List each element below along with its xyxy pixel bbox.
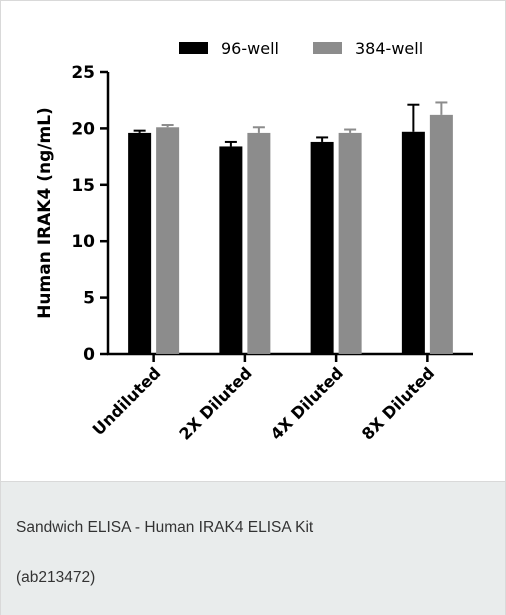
bar — [219, 146, 243, 354]
bar — [338, 132, 362, 354]
y-tick-label: 10 — [71, 232, 95, 252]
x-tick-label: 8X Diluted — [358, 363, 438, 443]
legend-label: 96-well — [221, 39, 279, 58]
bar — [429, 114, 453, 354]
x-tick-label: Undiluted — [89, 363, 165, 439]
chart-area: 0 5 10 15 20 25 Human IRAK4 (ng/mL) Undiluted 2X… — [1, 1, 505, 481]
caption-panel: Sandwich ELISA - Human IRAK4 ELISA Kit (… — [1, 481, 505, 615]
legend-swatch — [313, 42, 342, 54]
caption-catalog-number: (ab213472) — [16, 569, 96, 586]
bar — [247, 132, 271, 354]
x-tick-label: 2X Diluted — [175, 363, 255, 443]
legend-label: 384-well — [355, 39, 423, 58]
y-tick-label: 20 — [71, 119, 95, 139]
bar — [156, 127, 180, 354]
caption-title: Sandwich ELISA - Human IRAK4 ELISA Kit — [16, 519, 314, 536]
y-tick-label: 25 — [71, 63, 95, 83]
bar — [128, 132, 152, 354]
y-tick-label: 0 — [83, 345, 95, 365]
legend-swatch — [179, 42, 208, 54]
bar — [401, 131, 425, 354]
y-tick-label: 5 — [83, 289, 95, 309]
y-tick-label: 15 — [71, 176, 95, 196]
bar-chart: 0 5 10 15 20 25 Human IRAK4 (ng/mL) Undiluted 2X… — [35, 39, 473, 444]
bar — [310, 141, 334, 354]
x-tick-label: 4X Diluted — [267, 363, 347, 443]
y-axis-title: Human IRAK4 (ng/mL) — [35, 107, 55, 319]
